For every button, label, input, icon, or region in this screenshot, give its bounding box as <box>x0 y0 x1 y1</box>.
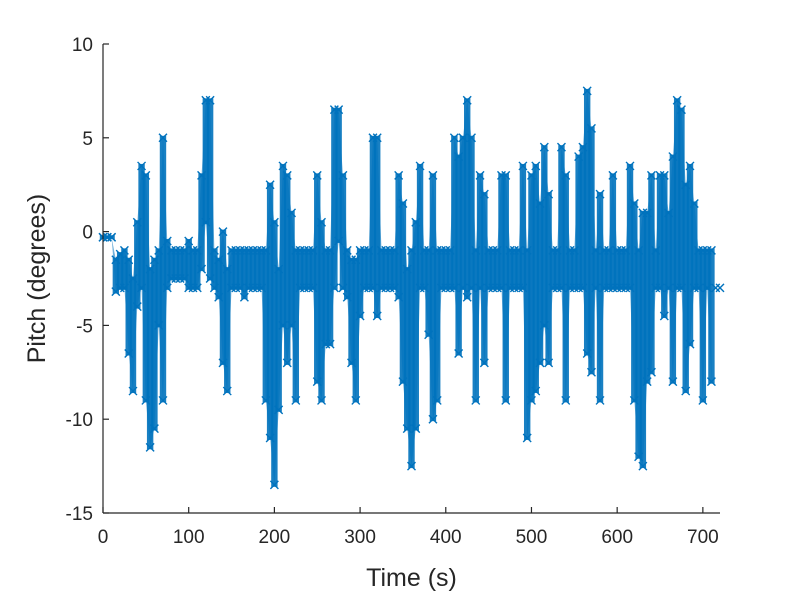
y-tick-label: -15 <box>66 504 93 525</box>
data-point <box>389 245 399 293</box>
x-tick-label: 600 <box>601 527 633 548</box>
y-tick-label: 0 <box>82 223 93 244</box>
data-point <box>102 232 112 242</box>
y-tick-label: 5 <box>82 129 93 150</box>
y-tick-label: -10 <box>66 410 93 431</box>
x-tick-label: 300 <box>344 527 376 548</box>
scatter-marks <box>99 87 725 490</box>
x-tick-label: 500 <box>516 527 548 548</box>
data-point <box>706 245 716 387</box>
data-point <box>711 250 721 293</box>
y-axis-label: Pitch (degrees) <box>23 194 51 364</box>
data-point <box>428 170 438 424</box>
data-point <box>317 175 327 405</box>
data-point <box>107 232 117 242</box>
x-tick-label: 700 <box>687 527 719 548</box>
data-point <box>716 284 725 293</box>
data-point <box>466 100 476 298</box>
x-tick-label: 100 <box>173 527 205 548</box>
y-tick-label: 10 <box>72 35 93 56</box>
x-axis-label: Time (s) <box>366 564 457 592</box>
axes: 0 100 200 300 400 500 600 700 -15 -10 -5 0 5 10 <box>66 35 720 548</box>
data-point <box>188 240 198 293</box>
data-point <box>274 222 284 485</box>
x-tick-label: 400 <box>430 527 462 548</box>
y-tick-label: -5 <box>76 316 93 337</box>
x-tick-label: 200 <box>259 527 291 548</box>
data-point <box>278 161 288 410</box>
x-tick-label: 0 <box>98 527 109 548</box>
data-point <box>432 175 442 420</box>
